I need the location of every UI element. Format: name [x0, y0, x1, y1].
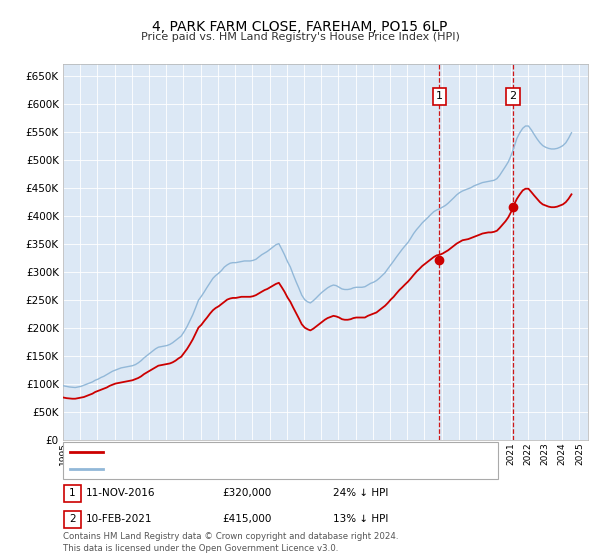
Text: 4, PARK FARM CLOSE, FAREHAM, PO15 6LP (detached house): 4, PARK FARM CLOSE, FAREHAM, PO15 6LP (d…	[108, 447, 411, 457]
Text: 4, PARK FARM CLOSE, FAREHAM, PO15 6LP: 4, PARK FARM CLOSE, FAREHAM, PO15 6LP	[152, 20, 448, 34]
Text: £415,000: £415,000	[222, 514, 271, 524]
Text: 11-NOV-2016: 11-NOV-2016	[86, 488, 155, 498]
Text: 10-FEB-2021: 10-FEB-2021	[86, 514, 152, 524]
Text: 2: 2	[509, 91, 516, 101]
Text: HPI: Average price, detached house, Fareham: HPI: Average price, detached house, Fare…	[108, 464, 335, 474]
Text: This data is licensed under the Open Government Licence v3.0.: This data is licensed under the Open Gov…	[63, 544, 338, 553]
Text: 1: 1	[69, 488, 76, 498]
Text: 2: 2	[69, 514, 76, 524]
Text: 13% ↓ HPI: 13% ↓ HPI	[333, 514, 388, 524]
Text: £320,000: £320,000	[222, 488, 271, 498]
Text: 1: 1	[436, 91, 443, 101]
Text: Contains HM Land Registry data © Crown copyright and database right 2024.: Contains HM Land Registry data © Crown c…	[63, 532, 398, 541]
Text: Price paid vs. HM Land Registry's House Price Index (HPI): Price paid vs. HM Land Registry's House …	[140, 32, 460, 42]
Text: 24% ↓ HPI: 24% ↓ HPI	[333, 488, 388, 498]
